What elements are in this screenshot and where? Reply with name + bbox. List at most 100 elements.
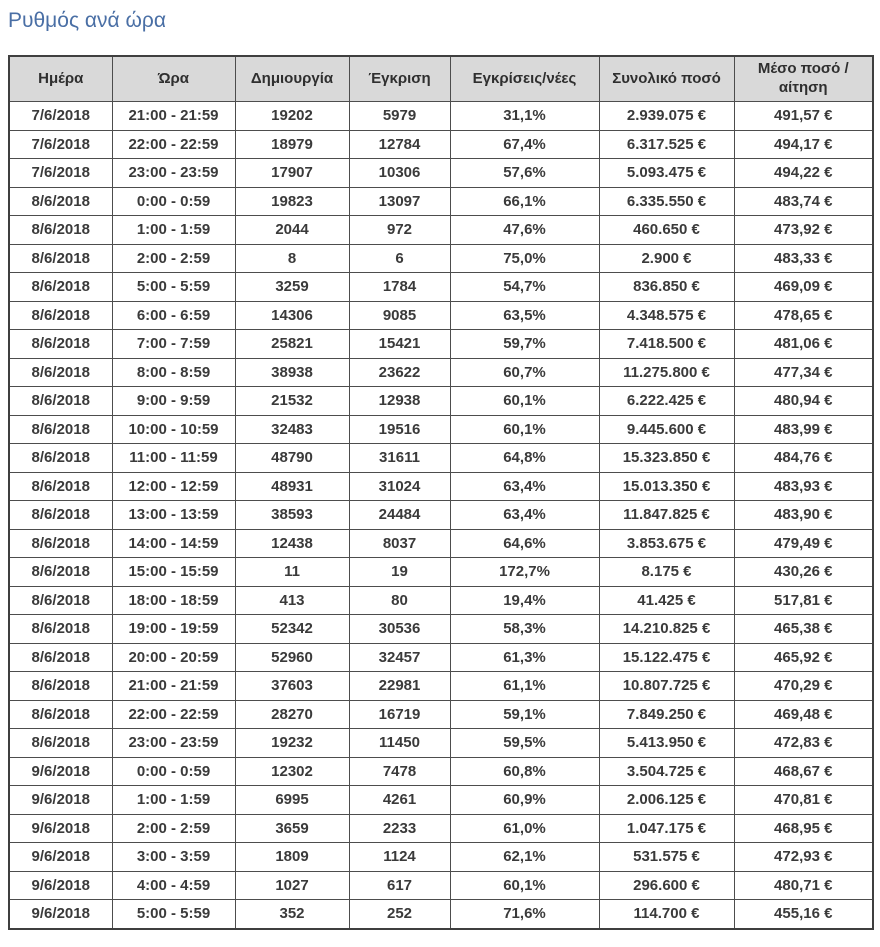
table-cell: 24484	[348, 500, 451, 530]
table-cell: 23:00 - 23:59	[111, 158, 236, 188]
table-cell: 19232	[234, 728, 350, 758]
table-cell: 12438	[234, 528, 350, 559]
table-cell: 483,74 €	[733, 186, 874, 217]
table-cell: 9.445.600 €	[598, 414, 735, 445]
table-cell: 8/6/2018	[8, 614, 113, 644]
table-cell: 2233	[348, 813, 451, 844]
table-cell: 66,1%	[449, 186, 600, 217]
table-cell: 483,90 €	[733, 500, 874, 530]
table-cell: 2:00 - 2:59	[111, 813, 236, 844]
table-cell: 9/6/2018	[8, 870, 113, 901]
table-cell: 31,1%	[449, 101, 600, 131]
table-cell: 1809	[234, 842, 350, 872]
table-cell: 11:00 - 11:59	[111, 443, 236, 473]
table-cell: 6995	[234, 785, 350, 815]
hourly-rate-table: Ημέρα Ώρα Δημιουργία Έγκριση Εγκρίσεις/νέες Σ…	[8, 55, 874, 930]
table-row: 8/6/2018 7:00 - 7:59 25821 15421 59,7% 7.418.…	[8, 329, 874, 359]
table-cell: 12938	[348, 386, 451, 416]
table-cell: 19	[348, 557, 451, 587]
table-cell: 23622	[348, 357, 451, 388]
table-cell: 8/6/2018	[8, 357, 113, 388]
table-cell: 3259	[234, 272, 350, 302]
table-cell: 1784	[348, 272, 451, 302]
table-row: 8/6/2018 10:00 - 10:59 32483 19516 60,1% 9.44…	[8, 414, 874, 445]
table-row: 8/6/2018 0:00 - 0:59 19823 13097 66,1% 6.335.…	[8, 186, 874, 217]
table-cell: 54,7%	[449, 272, 600, 302]
table-cell: 478,65 €	[733, 300, 874, 331]
table-cell: 9085	[348, 300, 451, 331]
table-row: 8/6/2018 5:00 - 5:59 3259 1784 54,7% 836.850 …	[8, 272, 874, 302]
table-cell: 20:00 - 20:59	[111, 642, 236, 673]
table-cell: 1027	[234, 870, 350, 901]
table-cell: 8037	[348, 528, 451, 559]
table-cell: 472,93 €	[733, 842, 874, 872]
table-cell: 12:00 - 12:59	[111, 471, 236, 502]
table-cell: 3:00 - 3:59	[111, 842, 236, 872]
table-row: 8/6/2018 8:00 - 8:59 38938 23622 60,7% 11.275…	[8, 357, 874, 388]
table-cell: 38938	[234, 357, 350, 388]
table-cell: 12302	[234, 756, 350, 787]
table-cell: 22:00 - 22:59	[111, 699, 236, 730]
table-cell: 62,1%	[449, 842, 600, 872]
table-row: 8/6/2018 12:00 - 12:59 48931 31024 63,4% 15.0…	[8, 471, 874, 502]
table-row: 8/6/2018 21:00 - 21:59 37603 22981 61,1% 10.8…	[8, 671, 874, 701]
table-cell: 5:00 - 5:59	[111, 272, 236, 302]
table-cell: 413	[234, 585, 350, 616]
table-cell: 11.847.825 €	[598, 500, 735, 530]
column-header: Μέσο ποσό / αίτηση	[733, 55, 874, 103]
table-row: 8/6/2018 20:00 - 20:59 52960 32457 61,3% 15.1…	[8, 642, 874, 673]
table-cell: 63,4%	[449, 500, 600, 530]
table-cell: 10.807.725 €	[598, 671, 735, 701]
table-cell: 480,94 €	[733, 386, 874, 416]
table-row: 8/6/2018 11:00 - 11:59 48790 31611 64,8% 15.3…	[8, 443, 874, 473]
column-header: Δημιουργία	[234, 55, 350, 103]
table-cell: 28270	[234, 699, 350, 730]
table-cell: 30536	[348, 614, 451, 644]
table-cell: 8/6/2018	[8, 699, 113, 730]
table-cell: 57,6%	[449, 158, 600, 188]
table-cell: 37603	[234, 671, 350, 701]
table-row: 8/6/2018 23:00 - 23:59 19232 11450 59,5% 5.41…	[8, 728, 874, 758]
table-cell: 3659	[234, 813, 350, 844]
table-cell: 13097	[348, 186, 451, 217]
table-header-row: Ημέρα Ώρα Δημιουργία Έγκριση Εγκρίσεις/νέες Σ…	[8, 55, 874, 103]
table-cell: 63,4%	[449, 471, 600, 502]
table-cell: 11450	[348, 728, 451, 758]
table-cell: 8/6/2018	[8, 329, 113, 359]
table-row: 8/6/2018 14:00 - 14:59 12438 8037 64,6% 3.853…	[8, 528, 874, 559]
table-cell: 296.600 €	[598, 870, 735, 901]
table-cell: 64,8%	[449, 443, 600, 473]
table-cell: 18:00 - 18:59	[111, 585, 236, 616]
table-cell: 114.700 €	[598, 899, 735, 930]
table-cell: 6.335.550 €	[598, 186, 735, 217]
table-row: 8/6/2018 1:00 - 1:59 2044 972 47,6% 460.650 €…	[8, 215, 874, 245]
table-cell: 10306	[348, 158, 451, 188]
table-cell: 7.418.500 €	[598, 329, 735, 359]
table-cell: 31611	[348, 443, 451, 473]
table-cell: 61,1%	[449, 671, 600, 701]
table-cell: 1.047.175 €	[598, 813, 735, 844]
table-cell: 8/6/2018	[8, 386, 113, 416]
table-cell: 484,76 €	[733, 443, 874, 473]
table-cell: 17907	[234, 158, 350, 188]
table-cell: 483,93 €	[733, 471, 874, 502]
table-cell: 465,92 €	[733, 642, 874, 673]
table-cell: 5979	[348, 101, 451, 131]
table-row: 9/6/2018 4:00 - 4:59 1027 617 60,1% 296.600 €…	[8, 870, 874, 901]
table-cell: 5.413.950 €	[598, 728, 735, 758]
table-cell: 8/6/2018	[8, 642, 113, 673]
table-cell: 469,09 €	[733, 272, 874, 302]
table-cell: 9/6/2018	[8, 756, 113, 787]
table-cell: 8/6/2018	[8, 728, 113, 758]
table-cell: 11.275.800 €	[598, 357, 735, 388]
table-cell: 9/6/2018	[8, 842, 113, 872]
table-cell: 8:00 - 8:59	[111, 357, 236, 388]
table-cell: 60,9%	[449, 785, 600, 815]
table-cell: 32457	[348, 642, 451, 673]
table-cell: 8/6/2018	[8, 272, 113, 302]
table-cell: 59,1%	[449, 699, 600, 730]
table-cell: 19823	[234, 186, 350, 217]
table-row: 8/6/2018 2:00 - 2:59 8 6 75,0% 2.900 €483,33 …	[8, 243, 874, 274]
table-cell: 8/6/2018	[8, 443, 113, 473]
table-cell: 8/6/2018	[8, 585, 113, 616]
